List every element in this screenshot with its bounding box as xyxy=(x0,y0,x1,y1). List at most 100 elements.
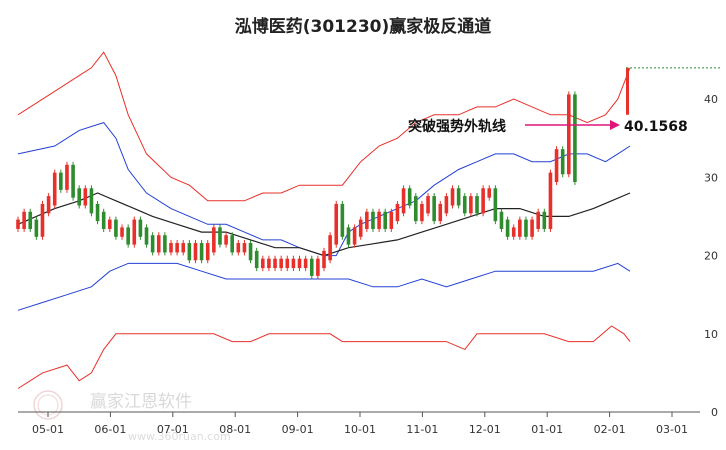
candle-body xyxy=(352,227,357,245)
price-candles xyxy=(16,67,629,279)
watermark-url: www.360ruan.com xyxy=(128,430,231,443)
candle-body xyxy=(193,243,198,261)
annotation-label: 突破强势外轨线 xyxy=(408,118,506,135)
x-tick-label: 02-01 xyxy=(594,423,626,436)
candle-body xyxy=(481,188,485,214)
candle-body xyxy=(297,258,302,269)
series-line-outer_upper xyxy=(17,51,631,202)
candle-body xyxy=(261,258,265,269)
candle-body xyxy=(554,149,559,183)
candle-body xyxy=(212,227,216,253)
series-line-outer_lower xyxy=(17,325,631,389)
candle-body xyxy=(83,188,88,206)
annotation-value: 40.1568 xyxy=(624,119,688,135)
candle-body xyxy=(530,219,534,237)
candle-body xyxy=(16,219,20,229)
candle-body xyxy=(273,258,277,269)
x-tick-label: 03-01 xyxy=(656,423,688,436)
candle-body xyxy=(22,211,26,229)
y-tick-label: 20 xyxy=(704,250,718,263)
candle-body xyxy=(303,258,308,269)
candle-body xyxy=(34,219,39,237)
candle-body xyxy=(334,203,339,245)
candle-body xyxy=(536,211,540,229)
watermark-brand: 赢家江恩软件 xyxy=(90,392,192,412)
candle-body xyxy=(65,164,69,190)
x-tick-label: 10-01 xyxy=(344,423,376,436)
candle-body xyxy=(242,243,247,253)
x-tick-label: 05-01 xyxy=(32,423,64,436)
candle-body xyxy=(175,243,179,253)
candle-body xyxy=(499,211,504,229)
candle-body xyxy=(52,172,57,206)
candle-body xyxy=(114,219,118,237)
candle-body xyxy=(493,188,498,222)
candle-body xyxy=(89,188,94,214)
candle-body xyxy=(169,243,173,253)
x-tick-label: 09-01 xyxy=(282,423,314,436)
candle-body xyxy=(438,203,443,222)
annotation-arrow-head xyxy=(610,120,620,130)
candle-body xyxy=(236,243,241,253)
candle-body xyxy=(163,235,167,253)
breakout-bar xyxy=(626,67,629,115)
candle-body xyxy=(187,243,192,261)
candle-body xyxy=(358,219,363,237)
candle-body xyxy=(120,227,124,237)
candle-body xyxy=(407,188,412,206)
candle-body xyxy=(254,250,259,269)
candle-body xyxy=(518,219,522,237)
channel-lines xyxy=(17,51,631,389)
candle-body xyxy=(126,227,130,245)
candle-body xyxy=(328,235,332,261)
candle-body xyxy=(346,227,351,245)
candle-body xyxy=(567,94,571,175)
candle-body xyxy=(224,235,228,245)
candle-body xyxy=(71,164,75,198)
candle-body xyxy=(138,219,143,237)
candle-body xyxy=(371,211,375,229)
candle-body xyxy=(456,188,461,206)
candle-body xyxy=(150,235,155,253)
candle-body xyxy=(383,211,387,229)
candle-body xyxy=(462,196,467,214)
candle-body xyxy=(389,211,394,229)
y-tick-label: 40 xyxy=(704,93,718,106)
candle-body xyxy=(548,172,553,229)
candle-body xyxy=(132,219,137,245)
candle-body xyxy=(144,227,149,245)
candle-body xyxy=(248,243,253,261)
candle-body xyxy=(279,258,283,269)
candle-body xyxy=(291,258,296,269)
series-line-inner_lower xyxy=(17,262,631,311)
candle-body xyxy=(28,211,33,229)
x-tick-label: 11-01 xyxy=(406,423,438,436)
candle-body xyxy=(285,258,290,269)
candle-body xyxy=(542,211,547,229)
series-line-inner_upper xyxy=(17,122,631,257)
candle-body xyxy=(511,227,516,237)
candle-body xyxy=(46,196,51,214)
y-tick-label: 30 xyxy=(704,171,718,184)
candle-body xyxy=(505,219,510,237)
candle-body xyxy=(95,203,100,222)
candle-body xyxy=(426,196,430,214)
candle-body xyxy=(316,258,320,276)
candle-body xyxy=(524,219,528,237)
candle-body xyxy=(432,196,436,222)
candle-body xyxy=(365,211,369,229)
candle-body xyxy=(414,196,418,222)
candle-body xyxy=(340,203,345,237)
y-tick-label: 0 xyxy=(711,406,718,419)
candle-body xyxy=(444,196,449,214)
y-tick-label: 10 xyxy=(704,328,718,341)
candle-body xyxy=(475,196,479,214)
candle-body xyxy=(377,211,381,229)
candle-body xyxy=(108,219,112,229)
candle-body xyxy=(573,94,577,183)
candle-body xyxy=(309,258,314,276)
chart-title: 泓博医药(301230)赢家极反通道 xyxy=(235,16,492,37)
candle-body xyxy=(487,188,492,198)
x-tick-label: 06-01 xyxy=(94,423,126,436)
